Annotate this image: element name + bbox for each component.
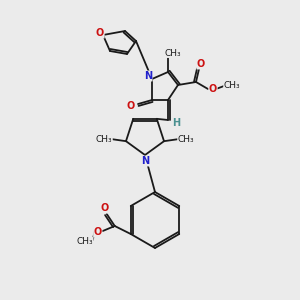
Text: N: N (144, 71, 152, 81)
Text: CH₃: CH₃ (178, 135, 194, 144)
Text: N: N (141, 156, 149, 166)
Text: CH₃: CH₃ (76, 238, 93, 247)
Text: O: O (197, 59, 205, 69)
Text: O: O (209, 84, 217, 94)
Text: O: O (96, 28, 104, 38)
Text: CH₃: CH₃ (224, 82, 240, 91)
Text: H: H (172, 118, 180, 128)
Text: O: O (100, 203, 109, 213)
Text: CH₃: CH₃ (165, 49, 181, 58)
Text: O: O (94, 227, 102, 237)
Text: CH₃: CH₃ (96, 135, 112, 144)
Text: O: O (127, 101, 135, 111)
